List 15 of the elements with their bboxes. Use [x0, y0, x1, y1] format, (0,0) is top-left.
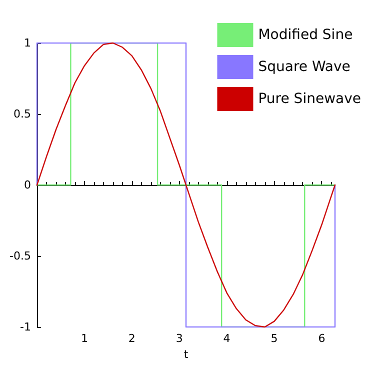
y-tick-label: 1 [24, 36, 31, 50]
x-tick-label: 4 [223, 332, 230, 345]
x-axis-title: t [184, 348, 189, 361]
x-tick-label: 2 [128, 332, 136, 345]
y-tick-label: -1 [20, 320, 31, 334]
x-tick-label: 6 [318, 332, 326, 345]
x-tick-label: 1 [80, 332, 88, 345]
x-tick-label: 3 [176, 332, 183, 345]
legend-label: Square Wave [258, 59, 350, 75]
legend-label: Modified Sine [258, 27, 353, 43]
x-tick-label: 5 [270, 332, 278, 345]
legend-label: Pure Sinewave [258, 91, 362, 107]
y-tick-label: -0.5 [10, 250, 31, 262]
y-tick-label: 0 [24, 178, 31, 192]
y-tick-label: 0.5 [14, 108, 31, 120]
